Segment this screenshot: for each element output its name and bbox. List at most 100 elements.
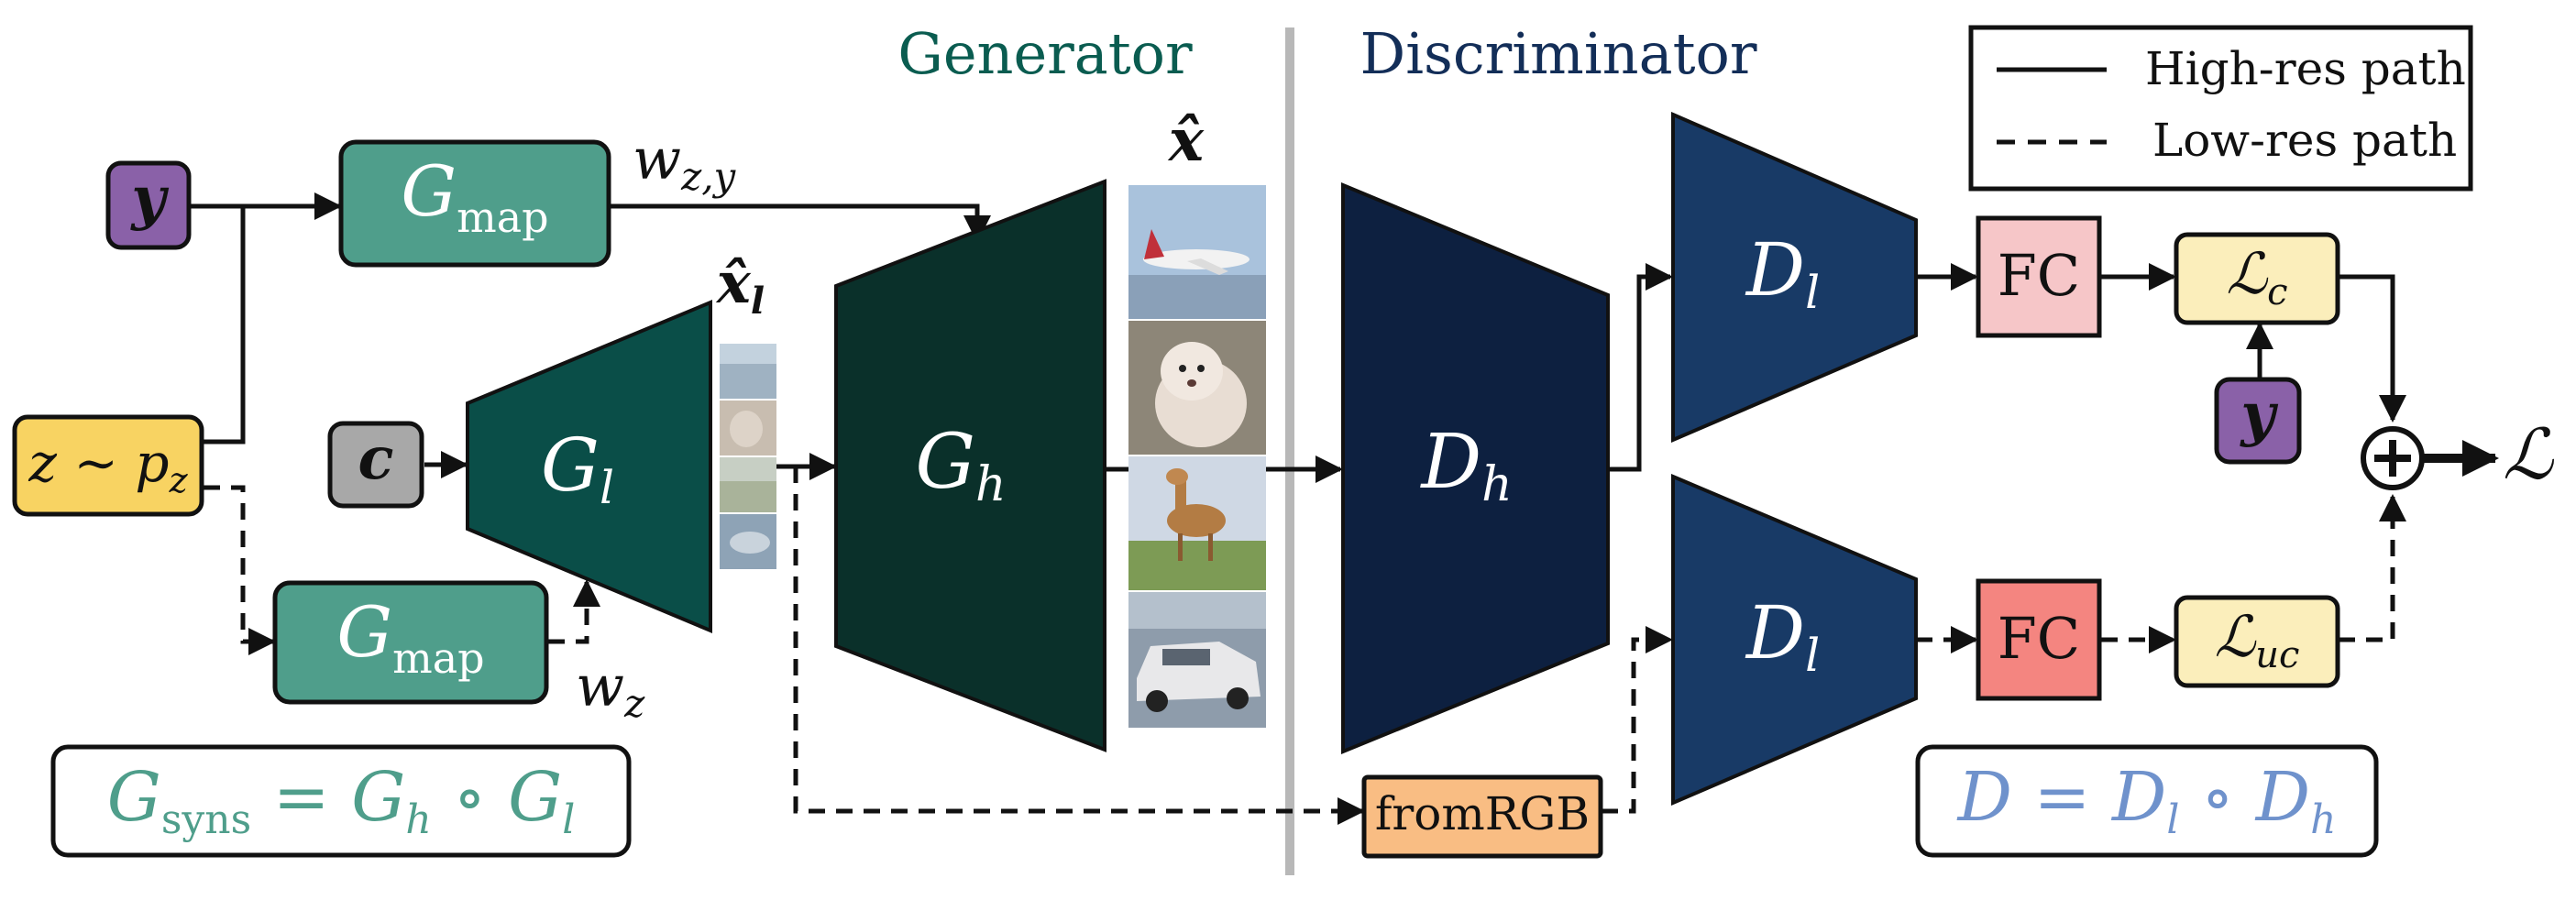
xl-base: x̂	[715, 249, 752, 316]
dl-low-trapezoid	[1671, 473, 1918, 807]
dashed-connectors	[204, 466, 2406, 825]
gh-sub: h	[975, 457, 1007, 512]
gmap-top-base: G	[401, 150, 457, 232]
puppy-nose	[1187, 379, 1196, 387]
deer-leg-2	[1208, 533, 1213, 561]
dl-top-sub: l	[1805, 266, 1820, 319]
gmap-low-base: G	[336, 591, 392, 673]
dh-sub: h	[1481, 457, 1513, 512]
z-input-label: z ∼ pz	[28, 432, 188, 500]
car-wheel-1	[1146, 690, 1168, 712]
x-hat-label: x̂	[1167, 106, 1205, 175]
gsyns-c: G	[508, 758, 562, 837]
luc-label: ℒuc	[2215, 603, 2300, 676]
low-res-image-4-blob	[730, 532, 770, 554]
car-window	[1162, 649, 1210, 665]
gsyns-a: G	[107, 758, 161, 837]
gh-label: Gh	[915, 419, 1006, 512]
arrow-wzy-to-gh	[610, 203, 991, 243]
deer-neck	[1175, 477, 1186, 513]
image-puppy	[1128, 321, 1266, 455]
gmap-top-sub: map	[457, 192, 549, 242]
car-wheel-2	[1227, 687, 1249, 709]
high-res-output-strip	[1128, 185, 1266, 728]
d-equation-box	[1915, 744, 2379, 858]
gsyns-b-sub: h	[405, 796, 431, 843]
arrow-fromrgb-to-dl	[1602, 626, 1673, 814]
dl-low-base: D	[1745, 590, 1805, 675]
image-airplane	[1128, 185, 1266, 319]
image-car	[1128, 592, 1266, 728]
gh-trapezoid	[834, 179, 1106, 752]
gsyns-a-sub: syns	[161, 796, 251, 843]
legend-high-res-label: High-res path	[2145, 42, 2466, 95]
d-b-sub: l	[2166, 796, 2179, 843]
arrow-xl-to-fromrgb	[793, 466, 1365, 825]
gmap-low-label: Gmap	[336, 591, 484, 683]
wz-label: wz	[576, 653, 645, 726]
dh-trapezoid	[1341, 182, 1610, 754]
gl-base: G	[541, 423, 600, 508]
puppy-eye-left	[1179, 365, 1186, 372]
y-cond-label: y	[2239, 380, 2278, 449]
y-input-box	[105, 160, 192, 250]
gl-label: Gl	[541, 423, 614, 514]
dh-label: Dh	[1419, 419, 1512, 512]
line-z-to-gmap	[204, 206, 246, 445]
dl-top-base: D	[1745, 227, 1805, 313]
wzy-base: w	[633, 126, 681, 192]
gl-sub: l	[600, 461, 614, 514]
discriminator-title: Discriminator	[1360, 20, 1757, 87]
legend-low-res-label: Low-res path	[2152, 114, 2457, 167]
low-res-image-1-sky	[720, 344, 776, 364]
arrow-z-to-gmap-low	[204, 485, 276, 655]
arrow-lc-to-sum	[2339, 274, 2406, 423]
d-c-sub: h	[2310, 796, 2336, 843]
lc-label: ℒc	[2226, 240, 2287, 313]
deer-head	[1166, 468, 1188, 485]
lc-box	[2174, 232, 2340, 325]
z-input-sub: z	[169, 460, 189, 500]
fc-top-box	[1976, 215, 2102, 338]
gmap-low-sub: map	[392, 633, 485, 683]
gsyns-eq: =	[251, 758, 351, 837]
deer-leg-1	[1178, 533, 1183, 561]
gsyns-b: G	[351, 758, 405, 837]
arrow-wz-to-gl	[548, 579, 600, 644]
image-deer	[1128, 456, 1266, 590]
gh-base: G	[915, 419, 975, 506]
from-rgb-label: fromRGB	[1375, 787, 1590, 840]
d-equation: D = Dl ∘ Dh	[1956, 758, 2337, 843]
z-input-box	[12, 414, 204, 517]
legend-box	[1968, 25, 2473, 192]
wzy-label: wz,y	[633, 126, 737, 199]
c-input-box	[327, 421, 424, 509]
legend: High-res path Low-res path	[1968, 25, 2473, 192]
dl-low-sub: l	[1805, 629, 1820, 682]
gl-trapezoid	[466, 300, 712, 634]
airplane-tail	[1144, 229, 1164, 259]
c-input-label: c	[358, 424, 394, 493]
generator-title: Generator	[897, 20, 1193, 87]
wz-sub: z	[623, 681, 645, 726]
d-b: D	[2110, 758, 2166, 837]
arrow-dh-to-dl-top	[1608, 263, 1673, 472]
y-cond-box	[2214, 377, 2302, 465]
low-res-output-strip	[720, 344, 776, 569]
gsyns-equation: Gsyns = Gh ∘ Gl	[107, 758, 576, 843]
d-eq: =	[2012, 758, 2112, 837]
dl-top-trapezoid	[1671, 111, 1918, 444]
from-rgb-box	[1361, 774, 1603, 859]
d-a: D	[1956, 758, 2012, 837]
gsyns-op: ∘	[432, 758, 508, 837]
xl-sub: l	[751, 280, 765, 323]
total-loss-label: ℒ	[2503, 413, 2555, 495]
y-input-label: y	[129, 164, 169, 233]
luc-base: ℒ	[2215, 603, 2257, 670]
luc-sub: uc	[2255, 634, 2299, 676]
gmap-top-box	[338, 139, 611, 268]
lc-base: ℒ	[2226, 240, 2268, 307]
gmap-top-label: Gmap	[401, 150, 548, 242]
